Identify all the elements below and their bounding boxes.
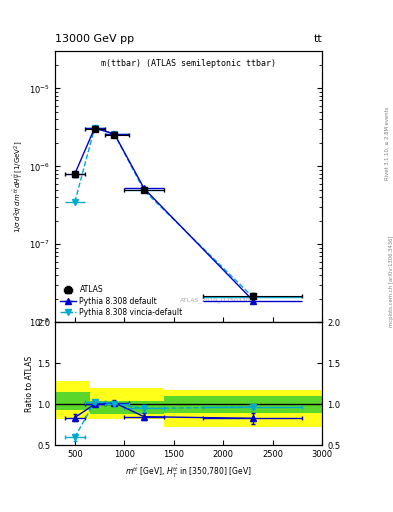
Bar [55,392,90,410]
Text: mcplots.cern.ch [arXiv:1306.3436]: mcplots.cern.ch [arXiv:1306.3436] [389,236,393,327]
Text: 13000 GeV pp: 13000 GeV pp [55,33,134,44]
Bar [164,390,322,428]
Text: m(ttbar) (ATLAS semileptonic ttbar): m(ttbar) (ATLAS semileptonic ttbar) [101,59,276,68]
Bar [55,381,90,419]
Text: ATLAS_2019_I1750330: ATLAS_2019_I1750330 [180,297,251,303]
Bar [164,396,322,413]
Text: tt: tt [314,33,322,44]
Y-axis label: $1 / \sigma\,d^2\!\sigma/\,d\,m^{t\bar{t}}\,dH_{T}^{t\bar{t}}\,[1/\mathrm{GeV}^2: $1 / \sigma\,d^2\!\sigma/\,d\,m^{t\bar{t… [13,141,26,233]
X-axis label: $m^{t\bar{t}}$ [GeV], $H_T^{t\bar{t}}$ in [350,780] [GeV]: $m^{t\bar{t}}$ [GeV], $H_T^{t\bar{t}}$ i… [125,463,252,480]
Bar [90,388,164,419]
Text: Rivet 3.1.10, ≥ 2.8M events: Rivet 3.1.10, ≥ 2.8M events [385,106,389,180]
Bar [90,401,164,414]
Y-axis label: Ratio to ATLAS: Ratio to ATLAS [25,356,34,412]
Legend: ATLAS, Pythia 8.308 default, Pythia 8.308 vincia-default: ATLAS, Pythia 8.308 default, Pythia 8.30… [59,284,184,318]
